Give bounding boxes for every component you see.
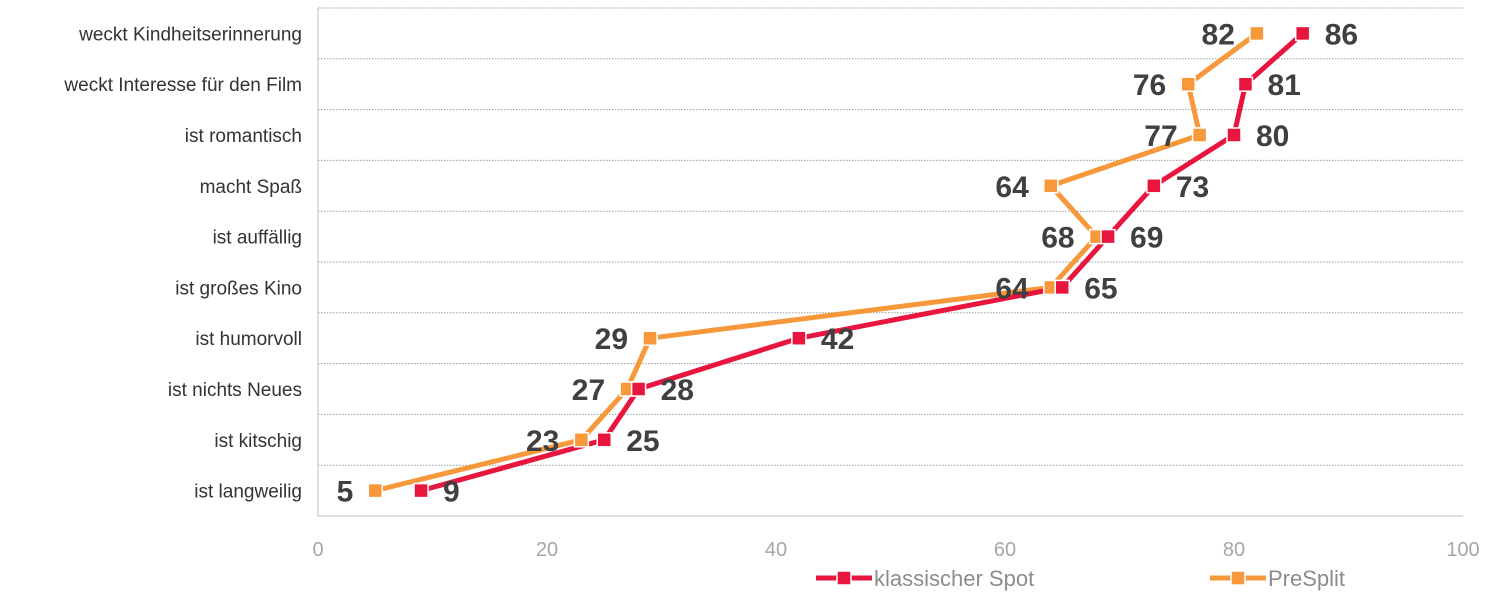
data-label: 64 — [995, 171, 1029, 204]
data-point — [1249, 25, 1265, 42]
data-label: 9 — [443, 476, 460, 509]
series-line — [418, 30, 1306, 494]
data-label: 82 — [1202, 18, 1235, 51]
category-label: ist auffällig — [213, 228, 302, 249]
category-label: ist romantisch — [185, 126, 302, 147]
data-label: 64 — [995, 272, 1029, 305]
data-label: 5 — [337, 476, 354, 509]
data-point — [791, 330, 807, 346]
data-label: 86 — [1325, 18, 1358, 51]
data-label: 42 — [821, 323, 854, 356]
data-point — [642, 330, 658, 346]
category-label: ist nichts Neues — [168, 380, 302, 401]
x-tick-label: 60 — [994, 539, 1016, 561]
x-tick-labels: 0 20 40 60 80 100 — [312, 539, 1479, 561]
category-labels: weckt Kindheitserinnerung weckt Interesse… — [63, 24, 302, 502]
data-label: 80 — [1256, 120, 1289, 153]
data-point — [1180, 76, 1196, 92]
series-line — [372, 30, 1260, 494]
data-point — [1237, 76, 1254, 92]
data-label: 76 — [1133, 69, 1166, 102]
category-label: ist kitschig — [214, 431, 302, 452]
data-point — [630, 381, 647, 397]
data-point — [367, 482, 383, 499]
x-tick-label: 100 — [1446, 539, 1479, 561]
data-point — [413, 482, 429, 499]
legend-marker — [1230, 570, 1246, 586]
data-point — [1043, 178, 1059, 194]
data-point — [1100, 228, 1116, 245]
category-label: ist großes Kino — [175, 278, 302, 299]
data-point — [1054, 279, 1070, 296]
data-point — [1226, 127, 1242, 143]
x-tick-label: 0 — [312, 539, 323, 561]
category-label: ist langweilig — [194, 482, 302, 503]
x-tick-label: 40 — [765, 539, 787, 561]
x-tick-label: 20 — [536, 539, 558, 561]
data-label: 77 — [1144, 120, 1177, 153]
data-label: 28 — [661, 374, 694, 407]
data-label: 81 — [1267, 69, 1300, 102]
data-label: 73 — [1176, 171, 1209, 204]
data-label: 69 — [1130, 222, 1163, 255]
series — [367, 25, 1311, 499]
legend-label: PreSplit — [1268, 566, 1345, 591]
data-label: 68 — [1041, 222, 1074, 255]
data-label: 23 — [526, 425, 559, 458]
category-label: ist humorvoll — [195, 329, 302, 350]
axes — [317, 8, 1463, 517]
data-label: 25 — [626, 425, 659, 458]
data-point — [1191, 127, 1208, 143]
data-point — [596, 432, 612, 448]
data-point — [1146, 178, 1162, 194]
legend-marker — [836, 570, 852, 586]
legend-label: klassischer Spot — [874, 566, 1034, 591]
x-tick-label: 80 — [1223, 539, 1245, 561]
legend: klassischer Spot PreSplit — [816, 566, 1345, 591]
data-label: 27 — [572, 374, 605, 407]
category-label: macht Spaß — [200, 177, 302, 198]
category-label: weckt Interesse für den Film — [63, 75, 302, 96]
data-label: 65 — [1084, 272, 1117, 305]
data-label: 29 — [595, 323, 628, 356]
data-point — [1294, 25, 1311, 42]
data-point — [573, 432, 590, 448]
category-label: weckt Kindheitserinnerung — [78, 24, 302, 45]
